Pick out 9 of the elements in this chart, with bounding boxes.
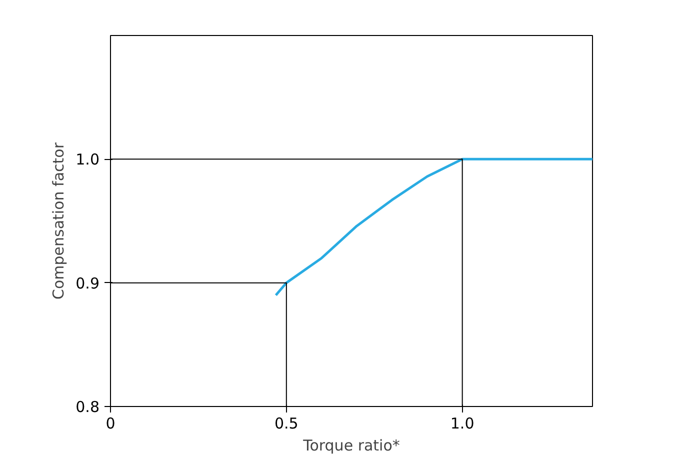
x-tick-label: 0.5 bbox=[274, 414, 298, 432]
x-tick-label: 0 bbox=[106, 414, 116, 432]
y-tick-label: 0.9 bbox=[76, 274, 100, 292]
y-tick-label: 1.0 bbox=[76, 150, 100, 169]
y-axis-title: Compensation factor bbox=[50, 142, 68, 300]
x-tick-label: 1.0 bbox=[450, 414, 474, 432]
line-series bbox=[274, 158, 592, 296]
y-tick-label: 0.8 bbox=[76, 398, 100, 416]
x-axis-title: Torque ratio* bbox=[302, 436, 400, 454]
